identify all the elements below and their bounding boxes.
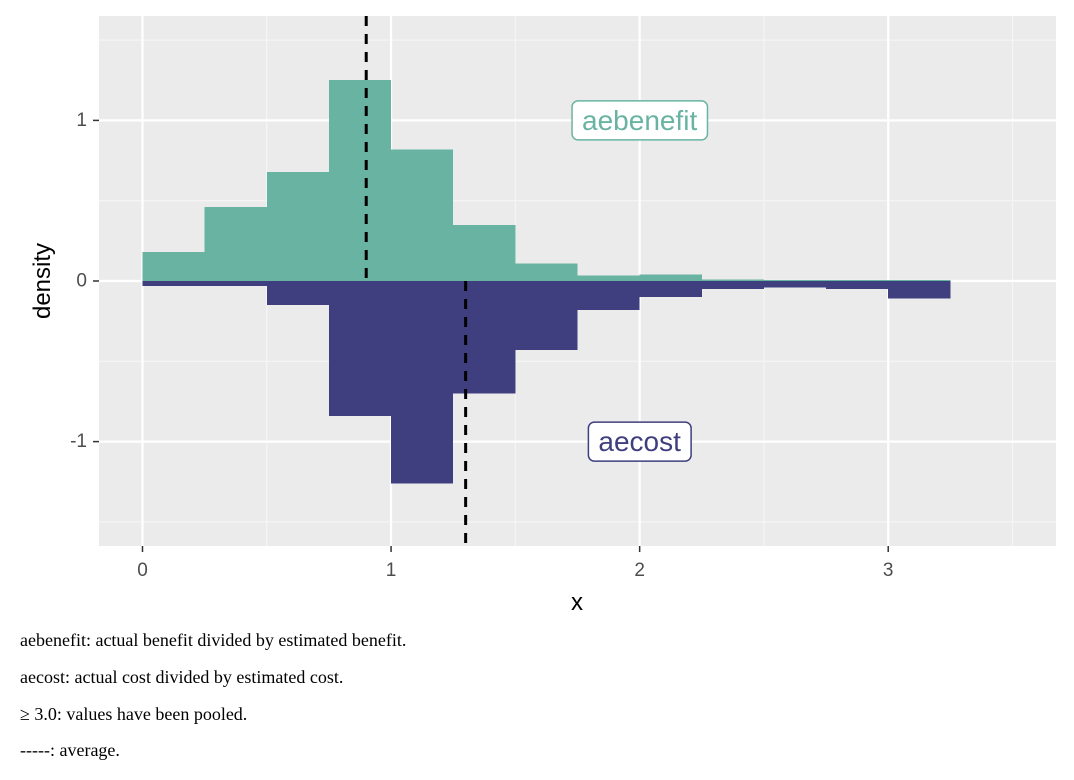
aecost-bar bbox=[328, 281, 392, 416]
note-average: -----: average. bbox=[20, 740, 120, 760]
x-axis-ticks: 0 1 2 3 bbox=[137, 546, 894, 581]
aecost-bar bbox=[577, 281, 640, 310]
aebenefit-bar bbox=[204, 207, 267, 281]
note-aebenefit: aebenefit: actual benefit divided by est… bbox=[20, 630, 407, 650]
aebenefit-bar bbox=[391, 149, 454, 281]
density-chart: aebenefit aecost -1 0 1 0 1 2 3 x density bbox=[29, 16, 1056, 616]
y-axis-ticks: -1 0 1 bbox=[70, 110, 99, 452]
aecost-label: aecost bbox=[587, 421, 692, 462]
aebenefit-bar bbox=[142, 252, 205, 281]
aebenefit-bar bbox=[453, 224, 516, 281]
x-tick-label: 3 bbox=[883, 560, 894, 581]
y-axis-title: density bbox=[29, 243, 56, 319]
series-labels: aebenefit aecost bbox=[571, 100, 709, 462]
aecost-bar bbox=[391, 281, 454, 484]
note-pooled: ≥ 3.0: values have been pooled. bbox=[20, 704, 248, 724]
aecost-bar bbox=[142, 281, 205, 286]
note-aecost: aecost: actual cost divided by estimated… bbox=[20, 667, 344, 687]
aecost-bar bbox=[204, 281, 267, 286]
mean-lines bbox=[364, 16, 468, 546]
aecost-bar bbox=[826, 281, 889, 290]
x-tick-label: 2 bbox=[634, 560, 645, 581]
aebenefit-bar bbox=[266, 171, 329, 281]
aecost-bar bbox=[888, 281, 951, 299]
aecost-bar bbox=[701, 281, 764, 290]
x-axis-title: x bbox=[571, 589, 583, 616]
aebenefit-bar bbox=[763, 280, 827, 281]
y-tick-label: 0 bbox=[76, 271, 87, 292]
aebenefit-label-box bbox=[571, 100, 709, 141]
aebenefit-bar bbox=[826, 280, 889, 281]
aebenefit-bar bbox=[639, 274, 702, 281]
aebenefit-bar bbox=[888, 280, 951, 281]
aecost-bar bbox=[453, 281, 516, 394]
aebenefit-bar bbox=[515, 263, 578, 281]
y-tick-label: 1 bbox=[76, 110, 87, 131]
aebenefit-label: aebenefit bbox=[571, 100, 709, 141]
aecost-bar bbox=[639, 281, 702, 298]
x-tick-label: 0 bbox=[137, 560, 148, 581]
aecost-label-box bbox=[587, 421, 692, 462]
aecost-bar bbox=[763, 281, 827, 288]
y-tick-label: -1 bbox=[70, 431, 87, 452]
aecost-bar bbox=[515, 281, 578, 351]
aebenefit-bar bbox=[701, 279, 764, 281]
aebenefit-label-text: aebenefit bbox=[582, 105, 697, 136]
aecost-label-text: aecost bbox=[598, 426, 681, 457]
aebenefit-bar bbox=[328, 80, 392, 281]
aebenefit-bar bbox=[577, 275, 640, 281]
aecost-bar bbox=[266, 281, 329, 306]
histogram-bars bbox=[142, 80, 951, 484]
x-tick-label: 1 bbox=[386, 560, 397, 581]
